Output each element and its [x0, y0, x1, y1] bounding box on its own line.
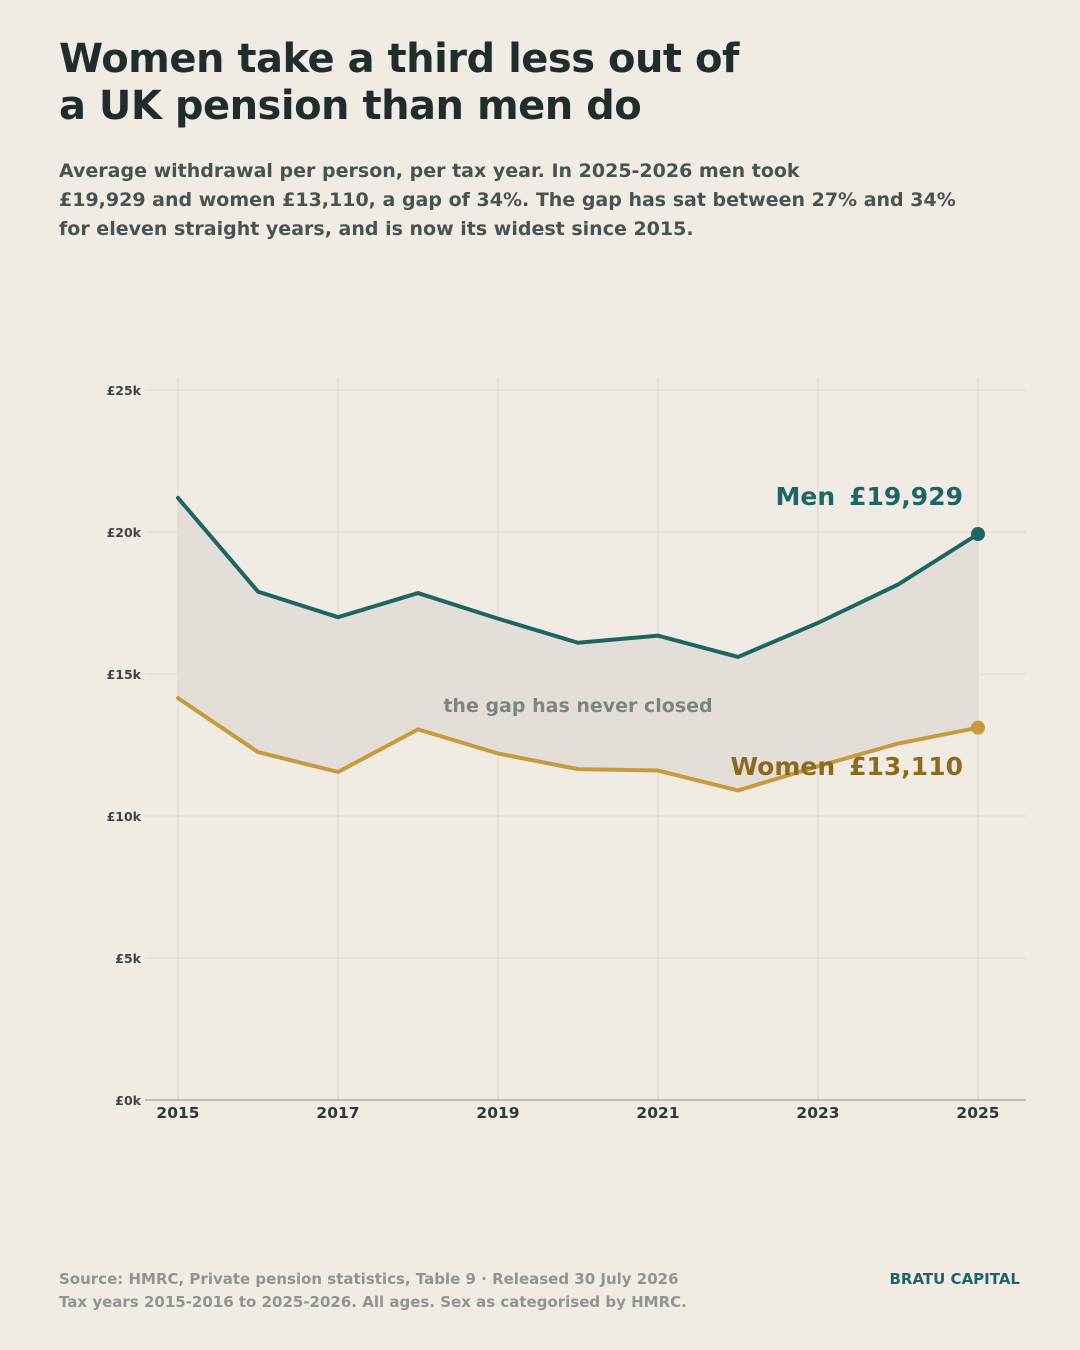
- y-tick-label: £25k: [107, 383, 142, 398]
- y-tick-label: £15k: [107, 667, 142, 682]
- y-tick-label: £0k: [115, 1093, 141, 1108]
- chart-title: Women take a third less out of a UK pens…: [59, 36, 759, 130]
- series-endpoint-women: [971, 720, 985, 735]
- series-label-name: Women: [730, 752, 835, 781]
- x-axis-ticks: 2015 2017 2019 2021 2023 2025: [156, 1104, 999, 1122]
- brand-logo-text: BRATU CAPITAL: [889, 1270, 1021, 1288]
- x-tick-label: 2021: [636, 1104, 679, 1122]
- series-label-men: Men £19,929: [775, 482, 963, 511]
- data-note: Tax years 2015-2016 to 2025-2026. All ag…: [59, 1293, 687, 1311]
- subtitle-line-2: £19,929 and women £13,110, a gap of 34%.…: [59, 189, 956, 211]
- y-tick-label: £20k: [107, 525, 142, 540]
- x-tick-label: 2017: [316, 1104, 359, 1122]
- x-tick-label: 2025: [956, 1104, 999, 1122]
- footer: Source: HMRC, Private pension statistics…: [59, 1268, 687, 1314]
- series-label-name: Men: [775, 482, 835, 511]
- series-label-value: £19,929: [849, 482, 963, 511]
- y-tick-label: £5k: [115, 951, 141, 966]
- gap-annotation: the gap has never closed: [443, 695, 712, 717]
- series-line-men: [176, 495, 980, 659]
- y-tick-label: £10k: [107, 809, 142, 824]
- chart-subtitle: Average withdrawal per person, per tax y…: [59, 157, 959, 244]
- series-endpoint-men: [971, 527, 985, 542]
- series-line-women: [176, 696, 980, 793]
- x-tick-label: 2015: [156, 1104, 199, 1122]
- series-label-women: Women £13,110: [730, 752, 963, 781]
- x-tick-label: 2023: [796, 1104, 839, 1122]
- y-axis-ticks: £0k £5k £10k £15k £20k £25k: [107, 383, 142, 1108]
- title-line-2: a UK pension than men do: [59, 83, 642, 129]
- subtitle-line-3: for eleven straight years, and is now it…: [59, 218, 694, 240]
- title-line-1: Women take a third less out of: [59, 36, 739, 82]
- subtitle-line-1: Average withdrawal per person, per tax y…: [59, 160, 800, 182]
- source-note: Source: HMRC, Private pension statistics…: [59, 1270, 679, 1288]
- series-label-value: £13,110: [849, 752, 963, 781]
- series-lines: [176, 495, 985, 793]
- series-end-labels: Men £19,929 Women £13,110: [730, 482, 963, 781]
- x-tick-label: 2019: [476, 1104, 519, 1122]
